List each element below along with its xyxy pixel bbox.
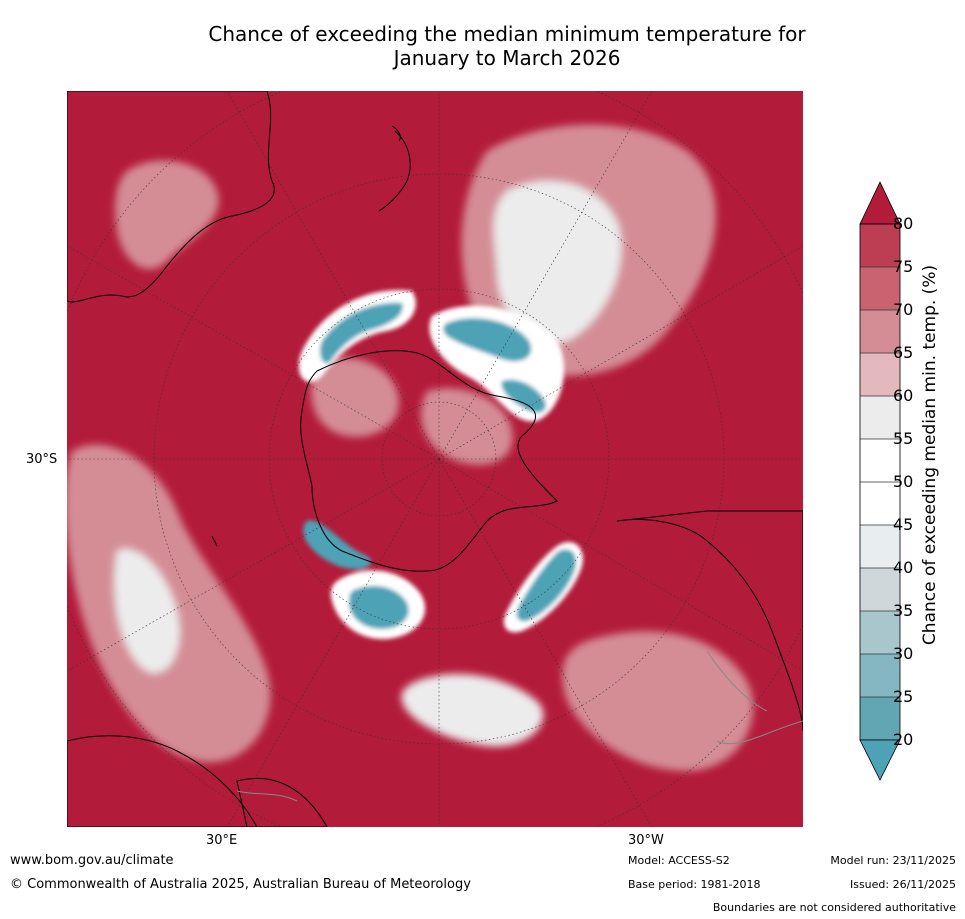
map-svg [67,91,803,827]
new-zealand-outline [378,125,411,212]
colorbar-band [860,482,900,526]
australia-outline [67,91,275,303]
footer-base-period: Base period: 1981-2018 [628,878,761,891]
colorbar-band [860,568,900,612]
pale-probability-regions [67,124,754,771]
colorbar-band [860,353,900,397]
title-line-1: Chance of exceeding the median minimum t… [208,22,806,46]
footer-model: Model: ACCESS-S2 [628,854,730,867]
colorbar-tick-label: 70 [893,300,914,319]
colorbar-tick-label: 80 [893,214,914,233]
country-borders [236,650,803,802]
southern-africa-outline [236,777,328,827]
colorbar-tick-label: 20 [893,730,914,749]
madagascar-outline [211,535,218,547]
colorbar-tick-label: 50 [893,472,914,491]
colorbar-band [860,267,900,311]
colorbar-tick-label: 60 [893,386,914,405]
colorbar-tick-label: 35 [893,601,914,620]
colorbar-band [860,439,900,483]
colorbar-band [860,525,900,569]
south-america-outline [616,510,803,732]
colorbar-band [860,310,900,354]
colorbar-tick-label: 45 [893,515,914,534]
colorbar-extend-low [859,739,901,781]
colorbar-tick-label: 25 [893,687,914,706]
colorbar-tick-label: 40 [893,558,914,577]
longitude-label-30w: 30°W [628,833,664,848]
footer-copyright: © Commonwealth of Australia 2025, Austra… [10,877,471,892]
footer-disclaimer: Boundaries are not considered authoritat… [712,901,956,914]
antarctica-outline [300,350,558,572]
africa-outline [67,735,258,827]
map-title: Chance of exceeding the median minimum t… [0,22,965,70]
footer-model-run: Model run: 23/11/2025 [830,854,956,867]
colorbar-band [860,697,900,741]
probability-map [67,91,803,827]
graticule [67,91,803,827]
colorbar [859,181,901,781]
colorbar-title: Chance of exceeding median min. temp. (%… [920,264,940,646]
footer-issued: Issued: 26/11/2025 [849,878,956,891]
colorbar-band [860,396,900,440]
colorbar-band [860,654,900,698]
footer-website: www.bom.gov.au/climate [10,853,174,868]
colorbar-band [860,611,900,655]
latitude-label-30s: 30°S [26,452,58,467]
cool-probability-regions [298,290,583,640]
colorbar-tick-label: 55 [893,429,914,448]
colorbar-tick-label: 65 [893,343,914,362]
coastlines [67,91,803,827]
title-line-2: January to March 2026 [393,46,621,70]
colorbar-tick-label: 75 [893,257,914,276]
colorbar-tick-label: 30 [893,644,914,663]
colorbar-band [860,224,900,268]
longitude-label-30e: 30°E [206,833,238,848]
